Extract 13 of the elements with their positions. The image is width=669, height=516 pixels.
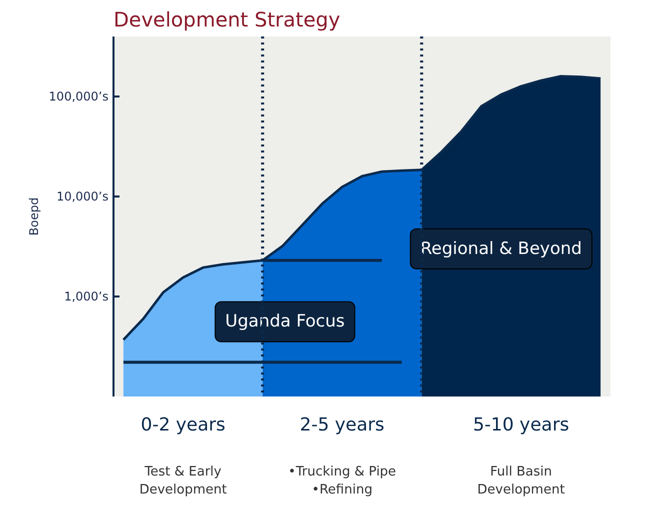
y-tick-label: 100,000’s bbox=[48, 90, 109, 104]
x-tick-label: 5-10 years bbox=[472, 414, 570, 436]
text: •Trucking & Pipe •Refining bbox=[288, 464, 396, 498]
annotation: Regional & Beyond bbox=[420, 238, 582, 259]
y-tick-label: 10,000’s bbox=[56, 190, 109, 204]
y-axis-title: Boepd bbox=[26, 197, 41, 236]
x-tick-label: 0-2 years bbox=[140, 414, 226, 436]
y-tick-label: 1,000’s bbox=[64, 290, 108, 304]
x-tick-label: 2-5 years bbox=[300, 414, 384, 436]
annotation: Uganda Focus bbox=[225, 312, 345, 332]
text: Full Basin Development bbox=[477, 464, 565, 498]
chart-title: Development Strategy bbox=[114, 8, 340, 32]
text: Test & Early Development bbox=[139, 464, 227, 498]
